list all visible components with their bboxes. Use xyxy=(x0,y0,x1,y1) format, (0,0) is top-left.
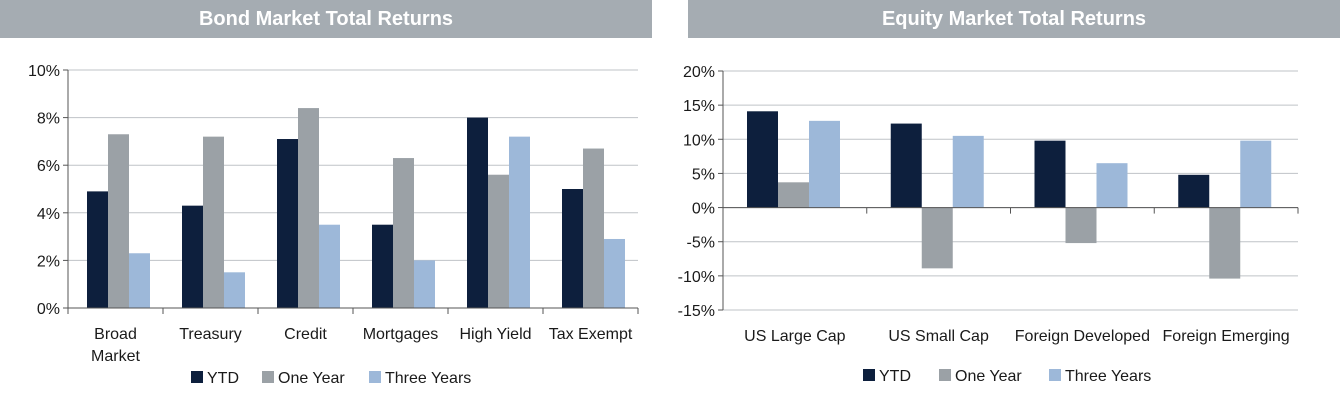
bar-three-years-credit xyxy=(319,224,340,308)
bar-ytd-high-yield xyxy=(467,117,488,308)
bar-one-year-us-large-cap xyxy=(778,182,809,208)
x-tick-label-treasury: Treasury xyxy=(179,326,242,343)
x-tick-label-us-large-cap: US Large Cap xyxy=(744,328,845,345)
legend-swatch-one-year xyxy=(939,369,951,381)
x-tick-label-credit: Credit xyxy=(284,326,327,343)
bar-ytd-foreign-emerging xyxy=(1178,174,1210,208)
bar-one-year-us-small-cap xyxy=(921,207,953,269)
bar-three-years-high-yield xyxy=(509,136,530,308)
y-tick-label: -10% xyxy=(678,269,715,286)
legend-swatch-one-year xyxy=(262,371,274,383)
legend-swatch-ytd xyxy=(863,369,875,381)
bar-one-year-tax-exempt xyxy=(583,148,604,308)
bar-ytd-mortgages xyxy=(372,224,393,308)
equity-chart-title: Equity Market Total Returns xyxy=(688,0,1340,38)
bar-ytd-us-large-cap xyxy=(747,111,778,208)
legend-label-ytd: YTD xyxy=(207,370,239,387)
y-tick-label: 10% xyxy=(683,132,715,149)
y-tick-label: 15% xyxy=(683,98,715,115)
bar-ytd-tax-exempt xyxy=(562,189,583,308)
bar-three-years-us-large-cap xyxy=(809,120,840,208)
x-tick-label-us-small-cap: US Small Cap xyxy=(888,328,989,345)
legend-label-one-year: One Year xyxy=(955,368,1022,385)
y-tick-label: 4% xyxy=(37,206,60,223)
x-tick-label-foreign-developed: Foreign Developed xyxy=(1015,328,1150,345)
bar-three-years-broad-market xyxy=(129,253,150,308)
bond-chart-title: Bond Market Total Returns xyxy=(0,0,652,38)
bar-one-year-high-yield xyxy=(488,174,509,308)
y-tick-label: 6% xyxy=(37,158,60,175)
bar-ytd-us-small-cap xyxy=(890,123,922,208)
bar-one-year-credit xyxy=(298,108,319,308)
bar-three-years-foreign-emerging xyxy=(1240,140,1272,208)
bar-ytd-broad-market xyxy=(87,191,108,308)
x-tick-label-broad-market: Broad Market xyxy=(91,326,140,365)
legend-label-one-year: One Year xyxy=(278,370,345,387)
y-tick-label: -15% xyxy=(678,303,715,320)
y-tick-label: 8% xyxy=(37,111,60,128)
x-tick-label-mortgages: Mortgages xyxy=(363,326,439,343)
y-tick-label: 5% xyxy=(692,166,715,183)
y-tick-label: 2% xyxy=(37,253,60,270)
bar-ytd-credit xyxy=(277,139,298,308)
bar-one-year-foreign-emerging xyxy=(1209,207,1241,279)
x-tick-label-tax-exempt: Tax Exempt xyxy=(549,326,633,343)
legend-swatch-three-years xyxy=(1049,369,1061,381)
chart-equity-market-total-returns: 20% 15% 10% 5% 0% -5% -10% -15% US Large Cap US S… xyxy=(678,64,1299,385)
chart-bond-market-total-returns: 10% 8% 6% 4% 2% 0% Broad Market Treasury Credit Mo… xyxy=(28,63,639,387)
bar-three-years-mortgages xyxy=(414,260,435,308)
legend-label-ytd: YTD xyxy=(879,368,911,385)
bar-ytd-treasury xyxy=(182,205,203,308)
y-tick-label: 10% xyxy=(28,63,60,80)
bar-one-year-broad-market xyxy=(108,134,129,308)
x-tick-label-foreign-emerging: Foreign Emerging xyxy=(1163,328,1290,345)
y-tick-label: 0% xyxy=(37,301,60,318)
y-tick-label: -5% xyxy=(687,235,715,252)
bar-three-years-treasury xyxy=(224,272,245,308)
legend-label-three-years: Three Years xyxy=(385,370,471,387)
y-tick-label: 0% xyxy=(692,201,715,218)
y-tick-label: 20% xyxy=(683,64,715,81)
legend-swatch-ytd xyxy=(191,371,203,383)
bar-ytd-foreign-developed xyxy=(1034,140,1066,208)
bar-one-year-treasury xyxy=(203,136,224,308)
bar-three-years-us-small-cap xyxy=(952,135,984,208)
bar-three-years-foreign-developed xyxy=(1096,163,1128,208)
bar-three-years-tax-exempt xyxy=(604,238,625,308)
bar-one-year-foreign-developed xyxy=(1065,207,1097,244)
legend-swatch-three-years xyxy=(369,371,381,383)
x-tick-label-high-yield: High Yield xyxy=(459,326,531,343)
legend-label-three-years: Three Years xyxy=(1065,368,1151,385)
bar-one-year-mortgages xyxy=(393,158,414,308)
